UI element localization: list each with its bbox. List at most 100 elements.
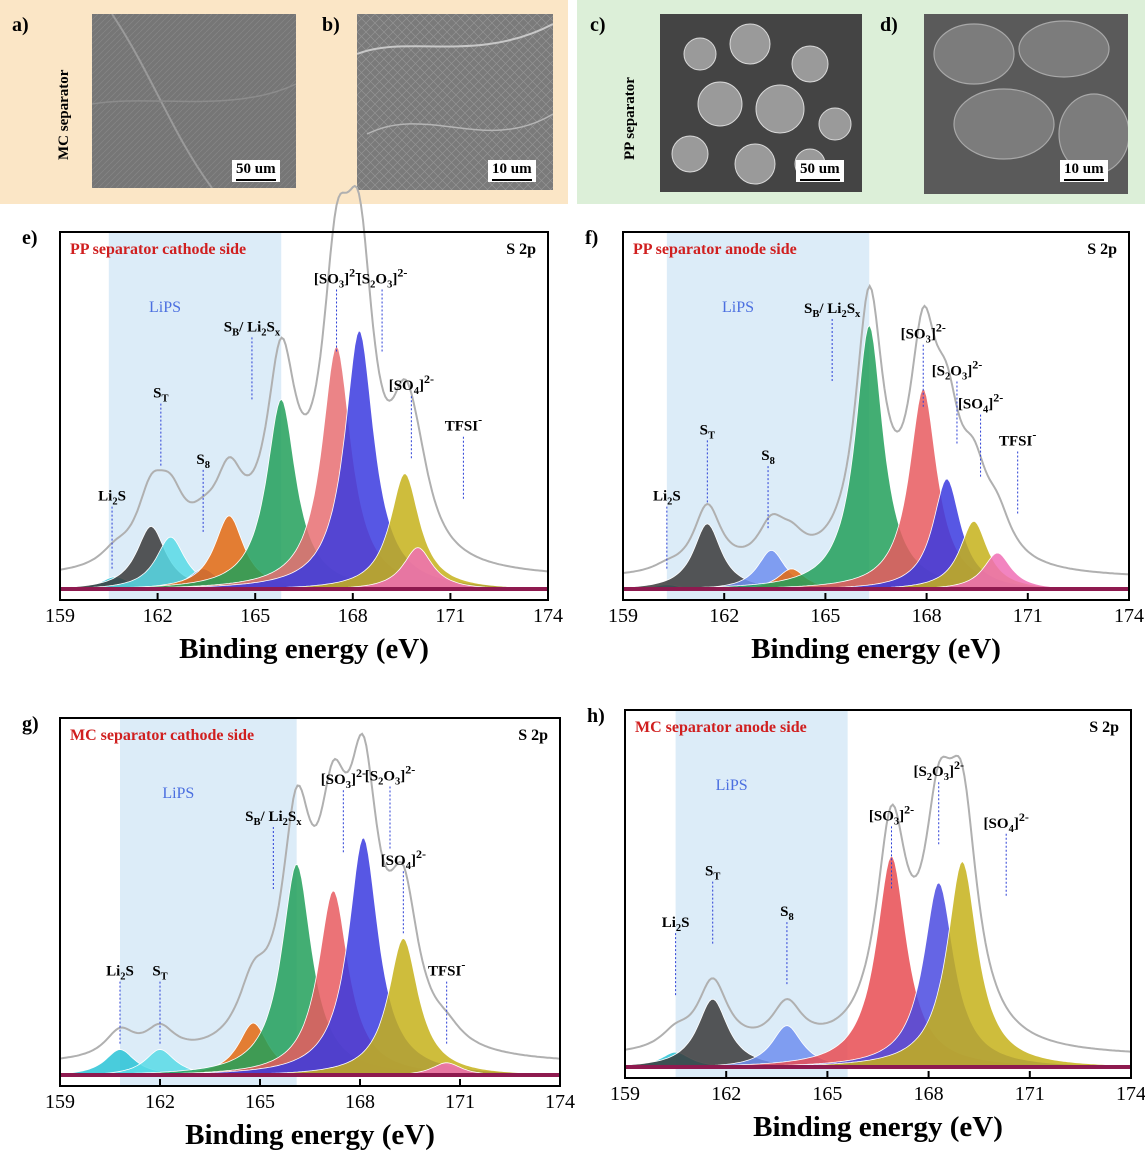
x-tick-label: 162 [143,605,173,627]
x-tick-label: 162 [145,1091,175,1113]
xps-chart-1: LiPS 159 162 165 168 171 174 Binding energy (eV… [585,227,1144,665]
peak-annotation: S8 [780,904,794,923]
x-tick-label: 174 [533,605,563,627]
panel-label-d: d) [880,14,898,36]
peak-annotation: Li2S [662,915,690,934]
panel-letter: e) [22,227,38,249]
peak-annotation: [SO4]2- [389,372,434,397]
peak-annotation: SB/ Li2Sx [224,319,281,338]
plot-frame [59,717,561,1087]
scale-text-a: 50 um [236,161,276,177]
sem-texture-a [92,14,296,188]
x-tick-label: 162 [709,605,739,627]
x-tick-label: 159 [610,1083,640,1105]
x-tick-label: 159 [608,605,638,627]
scale-bar-b: 10 um [488,160,536,182]
lips-label: LiPS [149,299,181,316]
x-tick-label: 165 [810,605,840,627]
peak-annotation: Li2S [98,489,126,508]
scale-bar-a: 50 um [232,160,280,182]
x-tick-label: 165 [240,605,270,627]
plot-frame [622,231,1130,601]
peak-annotation: SB/ Li2Sx [245,809,302,828]
peak-annotation: ST [705,864,720,883]
x-tick-label: 165 [812,1083,842,1105]
peak-annotation: [S2O3]2- [932,358,983,383]
x-tick-label: 171 [1015,1083,1045,1105]
baseline-strip [60,1073,560,1077]
envelope-curve [624,754,1132,1053]
corner-label: S 2p [1087,241,1117,258]
baseline-strip [623,587,1129,591]
scale-text-d: 10 um [1064,161,1104,177]
x-tick-label: 168 [338,605,368,627]
scale-text-b: 10 um [492,161,532,177]
panel-title: PP separator anode side [633,241,797,258]
panel-label-a: a) [12,14,29,36]
x-tick-label: 171 [435,605,465,627]
plot-frame [59,231,549,601]
x-tick-label: 162 [711,1083,741,1105]
envelope-curve [622,283,1130,576]
x-tick-label: 165 [245,1091,275,1113]
peak-annotation: TFSI- [999,427,1036,449]
mc-separator-label: MC separator [56,69,72,160]
plot-frame [624,709,1132,1079]
x-tick-label: 159 [45,1091,75,1113]
x-tick-label: 171 [1013,605,1043,627]
x-tick-label: 168 [914,1083,944,1105]
peak-annotation: [SO3]2- [321,766,366,791]
peak-annotation: ST [153,386,168,405]
envelope-curve [59,732,561,1060]
panel-letter: g) [22,713,39,735]
x-tick-label: 174 [1116,1083,1145,1105]
peak-annotation: ST [700,422,715,441]
sem-image-a [92,14,296,188]
peak-annotation: [S2O3]2- [365,763,416,788]
xps-chart-2: LiPS 159 162 165 168 171 174 Binding energy (eV… [22,713,575,1151]
x-tick-label: 171 [445,1091,475,1113]
peak-annotation: Li2S [653,489,681,508]
xps-chart-0: LiPS 159 162 165 168 171 174 Binding energy (eV… [22,184,563,665]
peak-annotation: TFSI- [445,413,482,435]
peak-annotation: SB/ Li2Sx [804,301,861,320]
lips-label: LiPS [722,299,754,316]
x-axis-label: Binding energy (eV) [185,1119,435,1151]
peak-annotation: TFSI- [428,958,465,980]
panel-letter: f) [585,227,598,249]
peak-annotation: [SO3]2- [314,266,359,291]
xps-chart-3: LiPS 159 162 165 168 171 174 Binding energy (eV… [587,705,1145,1143]
lips-label: LiPS [716,777,748,794]
corner-label: S 2p [506,241,536,258]
corner-label: S 2p [1089,719,1119,736]
x-tick-label: 174 [545,1091,575,1113]
sem-texture-d [933,20,1128,175]
peak-annotation: [S2O3]2- [913,758,964,783]
x-tick-label: 168 [345,1091,375,1113]
envelope-curve [59,184,549,573]
peak-annotation: [SO3]2- [901,321,946,346]
pp-separator-label: PP separator [622,77,638,160]
lips-label: LiPS [162,785,194,802]
x-tick-label: 174 [1114,605,1144,627]
peak-annotation: [SO4]2- [984,810,1029,835]
peak-annotation: [S2O3]2- [357,266,408,291]
peak-annotation: [SO4]2- [958,391,1003,416]
sem-image-b [357,14,553,190]
peak-annotation: Li2S [106,964,134,983]
sem-image-d [924,14,1128,194]
scale-bar-c: 50 um [796,160,844,182]
baseline-strip [60,587,548,591]
panel-title: MC separator anode side [635,719,807,736]
panel-title: PP separator cathode side [70,241,246,258]
x-axis-label: Binding energy (eV) [179,633,429,665]
panel-title: MC separator cathode side [70,727,254,744]
x-axis-label: Binding energy (eV) [751,633,1001,665]
x-axis-label: Binding energy (eV) [753,1111,1003,1143]
x-tick-label: 168 [912,605,942,627]
peak-annotation: [SO3]2- [869,802,914,827]
peak-annotation: S8 [196,452,210,471]
corner-label: S 2p [518,727,548,744]
scale-text-c: 50 um [800,161,840,177]
peak-annotation: S8 [761,448,775,467]
